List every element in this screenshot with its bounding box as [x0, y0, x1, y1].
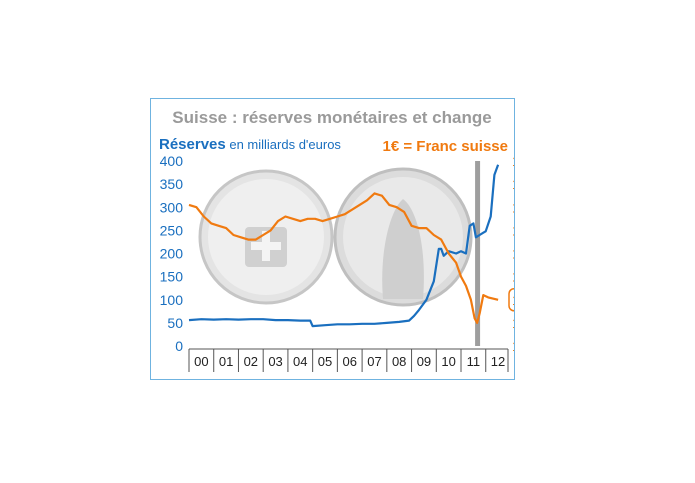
right-y-tick-label: 1.8 [512, 153, 514, 169]
coin-portrait [382, 199, 424, 299]
left-y-tick-label: 150 [160, 269, 184, 285]
chart-title: Suisse : réserves monétaires et change [172, 108, 491, 127]
x-tick-label: 12 [491, 354, 505, 369]
left-y-tick-label: 300 [160, 199, 184, 215]
exchange-rate-line [188, 192, 499, 324]
x-tick-label: 08 [392, 354, 406, 369]
right-y-tick-label: 1.6 [512, 199, 514, 215]
right-axis-title: 1€ = Franc suisse [383, 138, 509, 155]
x-tick-label: 00 [194, 354, 208, 369]
x-tick-label: 04 [293, 354, 307, 369]
x-tick-label: 03 [268, 354, 282, 369]
left-y-tick-label: 400 [160, 153, 184, 169]
left-y-tick-label: 100 [160, 292, 184, 308]
left-y-tick-label: 250 [160, 222, 184, 238]
right-y-tick-label: 1.1 [512, 315, 514, 331]
x-tick-label: 10 [441, 354, 455, 369]
vertical-marker [475, 161, 481, 346]
left-y-tick-label: 200 [160, 246, 184, 262]
right-y-tick-label: 1.2 [512, 292, 514, 308]
plot-area: 0501001502002503003504001.01.11.21.31.41… [160, 153, 514, 372]
x-tick-label: 06 [343, 354, 357, 369]
right-y-tick-label: 1.0 [512, 338, 514, 354]
right-y-tick-label: 1.5 [512, 222, 514, 238]
x-tick-label: 09 [417, 354, 431, 369]
x-tick-label: 07 [367, 354, 381, 369]
left-y-tick-label: 0 [175, 338, 183, 354]
chart-canvas: Suisse : réserves monétaires et change R… [159, 108, 514, 372]
left-axis-title: Réserves en milliards d'euros [159, 136, 341, 153]
left-axis-title-rest: en milliards d'euros [226, 137, 342, 152]
x-tick-label: 11 [467, 354, 481, 369]
right-y-tick-label: 1.7 [512, 176, 514, 192]
left-y-tick-label: 50 [167, 315, 183, 331]
left-y-tick-label: 350 [160, 176, 184, 192]
left-axis-title-bold: Réserves [159, 136, 226, 153]
x-tick-label: 05 [318, 354, 332, 369]
right-y-tick-label: 1.3 [512, 269, 514, 285]
coin-cross-h [251, 242, 281, 250]
x-tick-label: 01 [219, 354, 233, 369]
x-tick-label: 02 [244, 354, 258, 369]
reserves-line [188, 164, 500, 328]
coin-illustration [198, 167, 473, 307]
rate-highlight-box [508, 288, 514, 312]
right-y-tick-label: 1.4 [512, 246, 514, 262]
chart-frame: Suisse : réserves monétaires et change R… [150, 98, 515, 380]
